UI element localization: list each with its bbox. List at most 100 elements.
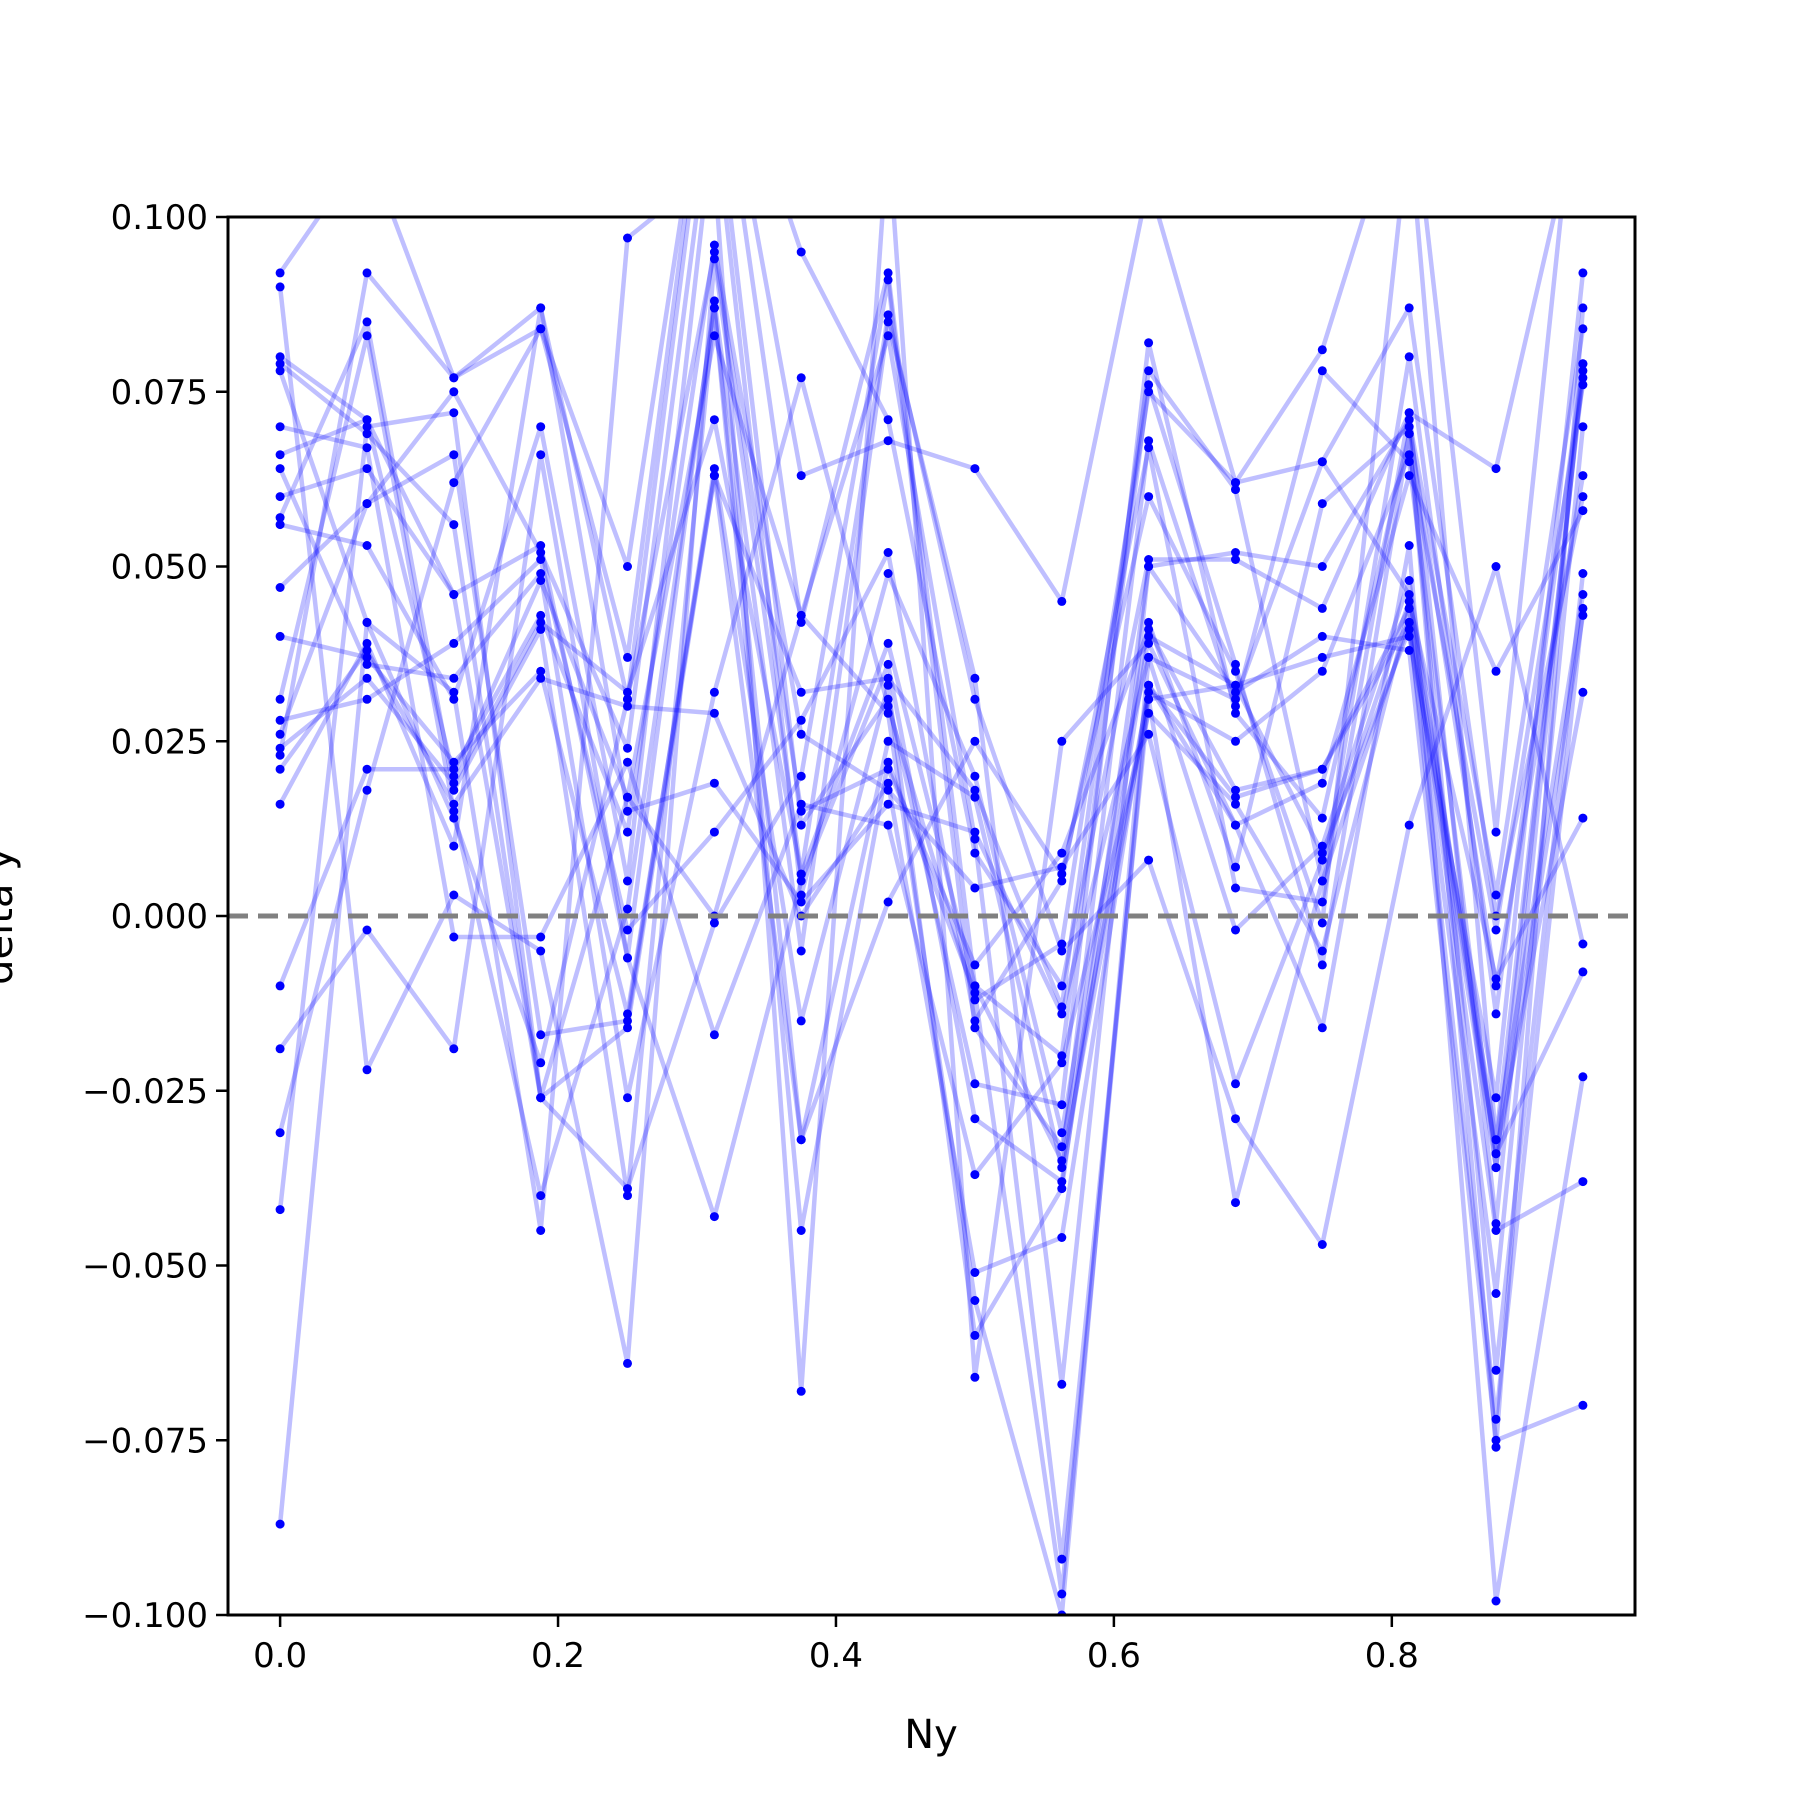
data-point (362, 673, 372, 683)
data-point (1144, 380, 1154, 390)
y-tick-label: −0.075 (82, 1421, 208, 1461)
data-point (449, 771, 459, 781)
data-point (1491, 1135, 1501, 1145)
data-point (275, 352, 285, 362)
data-point (449, 590, 459, 599)
data-point (796, 869, 806, 879)
data-point (1231, 862, 1240, 872)
data-point (1578, 1400, 1588, 1410)
data-point (1231, 555, 1240, 564)
data-point (1404, 624, 1414, 634)
data-point (275, 764, 285, 774)
data-point (709, 1212, 719, 1222)
data-point (623, 701, 632, 711)
y-axis-label: delta y (0, 847, 22, 985)
data-point (1491, 974, 1501, 984)
data-point (970, 771, 980, 781)
series-line-22 (277, 256, 1586, 1366)
data-point (1317, 666, 1327, 676)
data-point (796, 897, 806, 907)
data-point (1057, 981, 1067, 991)
data-point (449, 694, 459, 704)
data-point (623, 1023, 632, 1033)
data-point (362, 764, 372, 774)
data-point (1317, 562, 1327, 571)
data-point (623, 904, 632, 914)
data-point (1404, 429, 1414, 439)
data-point (1231, 694, 1240, 704)
data-point (623, 1093, 632, 1103)
data-point (1317, 1023, 1327, 1033)
data-point (1057, 1233, 1067, 1242)
data-point (970, 736, 980, 746)
data-point (536, 541, 546, 550)
series-line-10 (277, 270, 1586, 1170)
data-point (883, 659, 893, 669)
data-point (883, 897, 893, 907)
data-point (1231, 736, 1240, 746)
data-point (1317, 855, 1327, 865)
data-point (536, 1226, 546, 1235)
data-point (1578, 359, 1588, 369)
data-point (1317, 631, 1327, 641)
data-point (449, 757, 459, 767)
data-point (709, 303, 719, 313)
data-point (1231, 925, 1240, 935)
data-point (449, 450, 459, 460)
data-point (536, 303, 546, 313)
data-point (536, 617, 546, 627)
data-point (883, 415, 893, 425)
data-point (362, 785, 372, 795)
data-point (1057, 1156, 1067, 1166)
data-point (970, 1114, 980, 1124)
data-point (1404, 645, 1414, 655)
data-point (1404, 422, 1414, 432)
data-point (883, 436, 893, 446)
data-point (362, 925, 372, 935)
data-point (362, 499, 372, 509)
data-point (449, 687, 459, 697)
data-point (623, 1358, 632, 1368)
data-point (1578, 471, 1588, 481)
data-point (1057, 848, 1067, 858)
data-point (449, 1044, 459, 1054)
data-point (1057, 1058, 1067, 1068)
data-point (970, 1016, 980, 1026)
data-point (362, 268, 372, 278)
data-point (275, 631, 285, 641)
data-point (1578, 492, 1588, 502)
data-point (1491, 562, 1501, 571)
data-point (970, 1023, 980, 1033)
series-line-2 (277, 354, 1586, 1615)
data-point (1578, 366, 1588, 376)
series-line-21 (277, 217, 1586, 1604)
data-point (1578, 813, 1588, 823)
data-point (1578, 506, 1588, 516)
data-point (1578, 303, 1588, 313)
data-point (1317, 841, 1327, 851)
data-point (709, 827, 719, 837)
data-point (883, 569, 893, 578)
data-point (1057, 939, 1067, 949)
data-point (1317, 848, 1327, 858)
data-point (362, 652, 372, 662)
x-tick-label: 0.4 (809, 1636, 863, 1676)
x-tick-label: 0.6 (1087, 1636, 1141, 1676)
data-point (536, 422, 546, 432)
data-point (796, 799, 806, 809)
data-point (362, 464, 372, 474)
data-point (362, 422, 372, 432)
data-point (1491, 1596, 1501, 1606)
data-point (623, 233, 632, 243)
data-point (449, 806, 459, 816)
data-point (970, 1296, 980, 1305)
data-point (970, 1372, 980, 1382)
data-point (623, 562, 632, 571)
data-point (362, 415, 372, 425)
data-point (623, 827, 632, 837)
data-point (883, 268, 893, 278)
data-point (536, 1191, 546, 1201)
series-line-16 (277, 305, 1586, 1156)
data-point (1144, 855, 1154, 865)
data-point (275, 1128, 285, 1138)
